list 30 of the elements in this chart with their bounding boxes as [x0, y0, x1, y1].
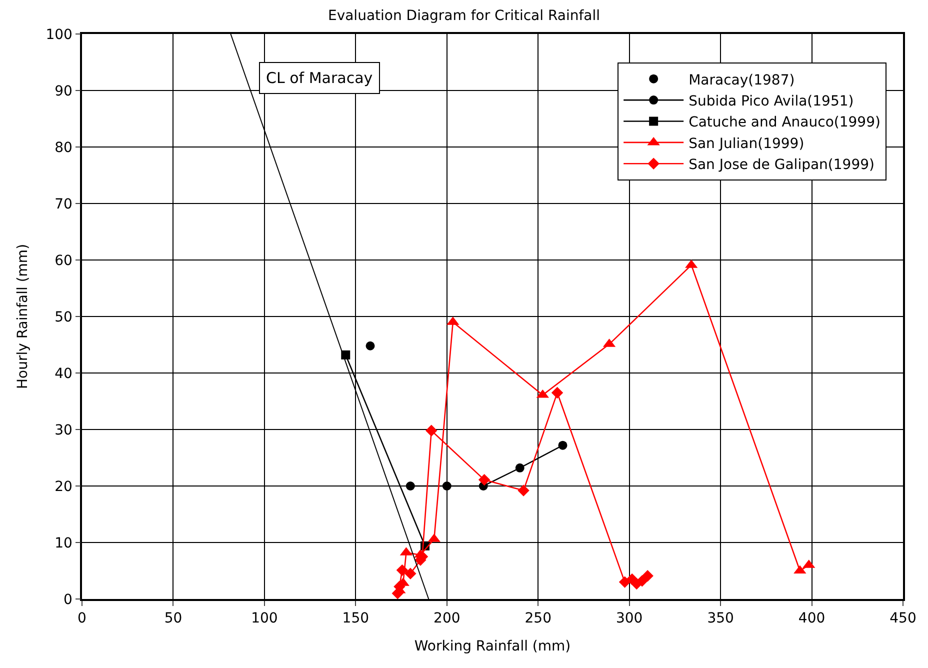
x-tick-label: 450 — [890, 610, 916, 627]
x-tick-label: 400 — [798, 610, 826, 627]
chart-title: Evaluation Diagram for Critical Rainfall — [328, 8, 600, 24]
legend-label: Subida Pico Avila(1951) — [688, 94, 854, 110]
x-tick-label: 200 — [434, 610, 460, 627]
y-tick-label: 80 — [54, 140, 72, 156]
y-axis-title: Hourly Rainfall (mm) — [14, 244, 31, 390]
y-tick-label: 90 — [54, 83, 72, 100]
y-tick-label: 100 — [46, 26, 72, 43]
y-tick-label: 60 — [54, 252, 72, 269]
y-tick-label: 40 — [54, 366, 72, 382]
x-tick-label: 300 — [616, 610, 643, 627]
y-tick-label: 70 — [54, 196, 72, 212]
legend-label: San Julian(1999) — [688, 136, 804, 152]
x-axis-title: Working Rainfall (mm) — [414, 638, 571, 654]
x-tick-label: 150 — [342, 610, 370, 627]
y-tick-label: 30 — [54, 422, 72, 438]
x-tick-label: 250 — [524, 610, 552, 627]
y-tick-label: 0 — [64, 592, 72, 608]
x-tick-label: 50 — [164, 610, 182, 627]
y-tick-label: 20 — [54, 478, 72, 495]
x-tick-label: 100 — [251, 610, 278, 627]
y-tick-label: 10 — [54, 535, 72, 552]
legend-label: San Jose de Galipan(1999) — [688, 157, 874, 174]
x-tick-label: 350 — [707, 610, 734, 627]
y-tick-label: 50 — [54, 309, 72, 326]
x-tick-label: 0 — [78, 610, 86, 627]
annotation: CL of Maracay — [266, 69, 373, 87]
legend-label: Catuche and Anauco(1999) — [688, 114, 880, 131]
legend-label: Maracay(1987) — [688, 72, 795, 88]
